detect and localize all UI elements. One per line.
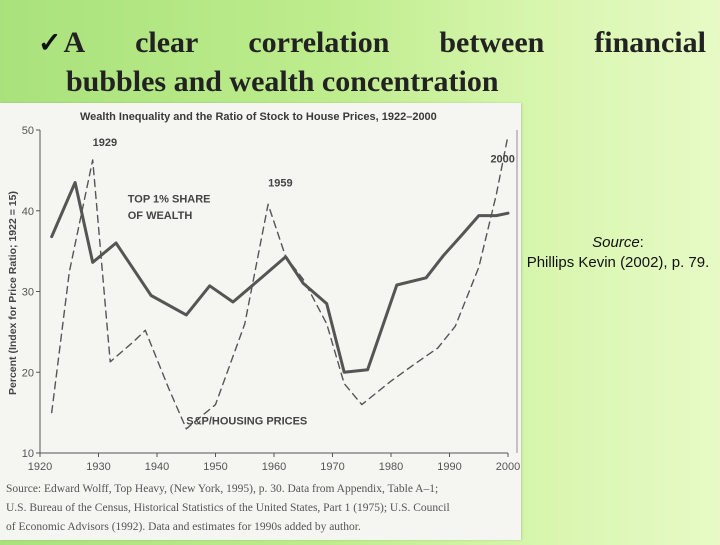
- annotation-3: 2000: [490, 153, 514, 165]
- checkmark-icon: ✓: [38, 28, 62, 59]
- source-caption: Source: Edward Wolff, Top Heavy, (New Yo…: [6, 483, 450, 533]
- x-tick-label-1930: 1930: [86, 461, 110, 473]
- x-tick-label-1950: 1950: [203, 461, 227, 473]
- source-label: Source: [592, 234, 640, 251]
- annotation-layer: 1929 1959 2000 TOP 1% SHARE OF WEALTH S&P/HOU…: [93, 137, 515, 428]
- title-word-3: correlation: [248, 26, 390, 59]
- x-tick-label-1920: 1920: [28, 461, 52, 473]
- annotation-1: 1929: [93, 137, 117, 149]
- annotation-2: 1959: [268, 178, 292, 190]
- chart-title: Wealth Inequality and the Ratio of Stock…: [80, 111, 437, 123]
- x-tick-label-2000: 2000: [496, 461, 520, 473]
- title-line-2: bubbles and wealth concentration: [66, 65, 499, 98]
- annotation-5: OF WEALTH: [128, 210, 193, 222]
- chart-svg: Wealth Inequality and the Ratio of Stock…: [6, 111, 520, 533]
- title-word-5: financial: [594, 26, 706, 59]
- title-word-2: clear: [135, 26, 199, 59]
- caption-line-1: Source: Edward Wolff, Top Heavy, (New Yo…: [6, 483, 438, 495]
- chart-figure: Wealth Inequality and the Ratio of Stock…: [0, 103, 521, 540]
- annotation-4: TOP 1% SHARE: [128, 194, 211, 206]
- caption-line-3: of Economic Advisors (1992). Data and es…: [6, 521, 361, 533]
- x-tick-label-1960: 1960: [262, 461, 286, 473]
- y-tick-label-30: 30: [22, 287, 34, 299]
- slide-title: ✓A clear correlation between financial b…: [38, 24, 706, 101]
- x-tick-label-1970: 1970: [320, 461, 344, 473]
- x-tick-label-1990: 1990: [437, 461, 461, 473]
- source-note: Source: Phillips Kevin (2002), p. 79.: [519, 233, 717, 273]
- series-line-top-1-share-of-wealth: [50, 181, 510, 374]
- y-tick-label-20: 20: [22, 367, 34, 379]
- y-axis-label: Percent (Index for Price Ratio; 1922 = 1…: [7, 191, 19, 395]
- x-tick-label-1980: 1980: [379, 461, 403, 473]
- y-tick-group: 10 20 30 40 50: [22, 125, 40, 460]
- series-line-s-p-housing-prices: [51, 135, 509, 430]
- x-tick-group: 1920 1930 1940 1950 1960 1970 1980 1990 2000: [28, 453, 520, 473]
- y-tick-label-10: 10: [22, 448, 34, 460]
- caption-line-2: U.S. Bureau of the Census, Historical St…: [6, 502, 450, 514]
- title-word-4: between: [439, 26, 545, 59]
- title-word-1: ✓A: [38, 26, 86, 59]
- x-tick-label-1940: 1940: [145, 461, 169, 473]
- source-heading: Source:: [592, 234, 644, 251]
- annotation-6: S&P/HOUSING PRICES: [186, 416, 307, 428]
- y-tick-label-40: 40: [22, 206, 34, 218]
- y-tick-label-50: 50: [22, 125, 34, 137]
- series-layer: [50, 135, 510, 430]
- source-citation: Phillips Kevin (2002), p. 79.: [526, 254, 710, 271]
- title-line-1: ✓A clear correlation between financial: [38, 24, 706, 63]
